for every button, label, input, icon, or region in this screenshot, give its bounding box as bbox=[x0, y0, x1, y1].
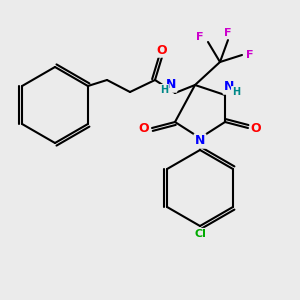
Text: O: O bbox=[251, 122, 261, 134]
Text: F: F bbox=[246, 50, 254, 60]
Text: H: H bbox=[232, 87, 240, 97]
Text: O: O bbox=[157, 44, 167, 56]
Text: N: N bbox=[195, 134, 205, 148]
Text: H: H bbox=[160, 85, 168, 95]
Text: O: O bbox=[139, 122, 149, 134]
Text: N: N bbox=[224, 80, 234, 94]
Text: Cl: Cl bbox=[194, 229, 206, 239]
Text: F: F bbox=[196, 32, 204, 42]
Text: N: N bbox=[166, 79, 176, 92]
Text: F: F bbox=[224, 28, 232, 38]
